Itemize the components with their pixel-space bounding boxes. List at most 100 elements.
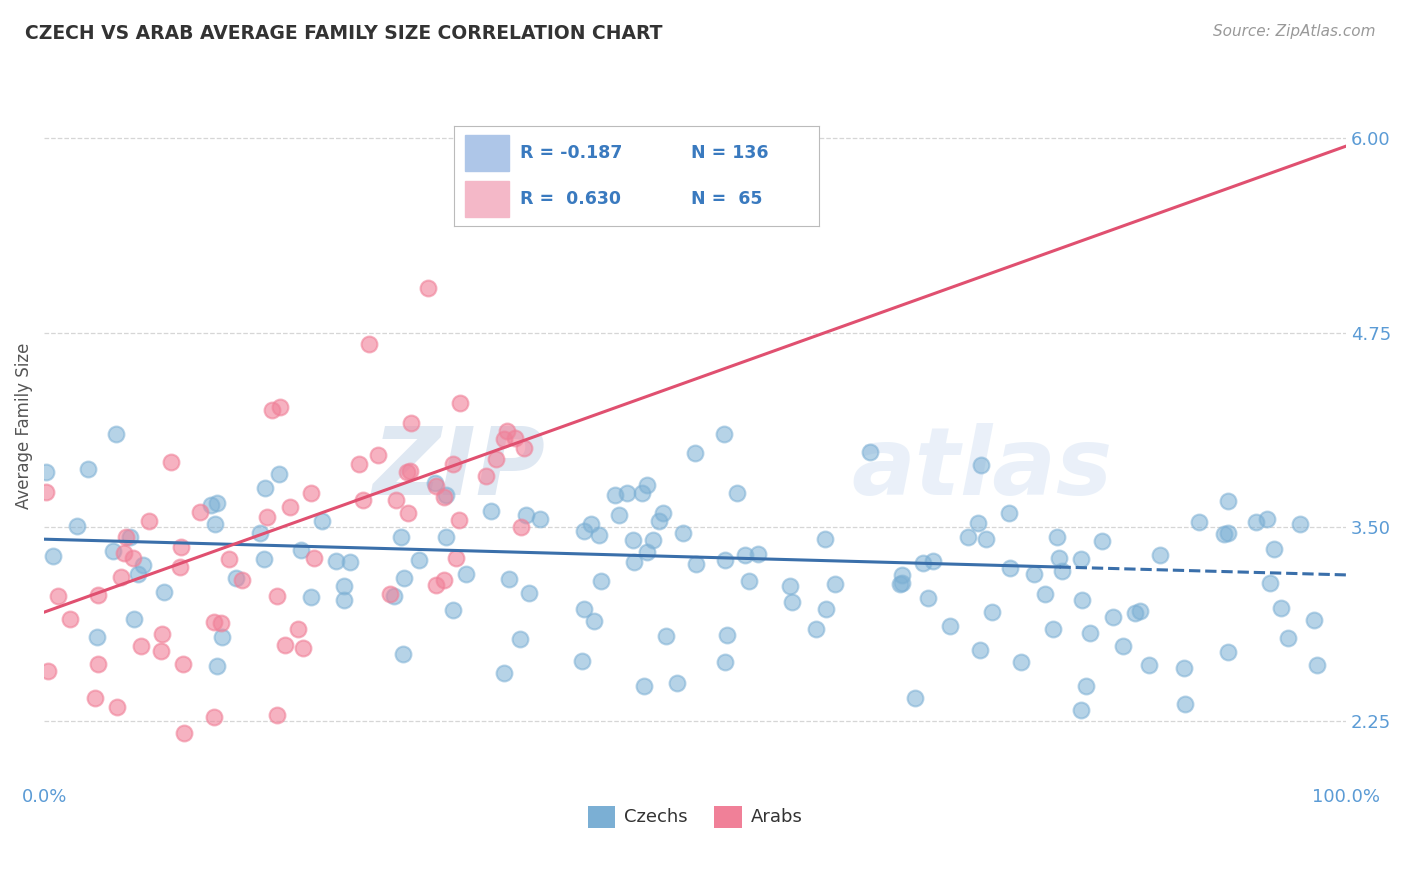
Point	[1080, 625, 1102, 640]
Point	[1306, 658, 1329, 673]
Point	[607, 508, 630, 523]
Point	[1024, 567, 1046, 582]
Point	[738, 574, 761, 588]
Point	[408, 553, 430, 567]
Point	[211, 630, 233, 644]
Point	[389, 530, 412, 544]
Point	[153, 584, 176, 599]
Point	[52, 797, 75, 812]
Point	[416, 281, 439, 295]
Point	[447, 513, 470, 527]
Point	[65, 518, 87, 533]
Point	[35, 485, 58, 500]
Point	[333, 593, 356, 607]
Point	[456, 566, 478, 581]
Point	[173, 725, 195, 739]
Point	[1123, 606, 1146, 620]
Point	[814, 602, 837, 616]
Point	[1218, 526, 1240, 541]
Point	[1070, 593, 1092, 607]
Point	[218, 551, 240, 566]
Point	[59, 611, 82, 625]
Point	[333, 579, 356, 593]
Point	[449, 396, 471, 410]
Point	[84, 691, 107, 706]
Point	[492, 433, 515, 447]
Point	[367, 448, 389, 462]
Point	[889, 577, 911, 591]
Point	[352, 493, 374, 508]
Point	[399, 464, 422, 478]
Point	[169, 560, 191, 574]
Point	[1174, 697, 1197, 711]
Point	[1033, 587, 1056, 601]
Point	[1137, 658, 1160, 673]
Point	[249, 525, 271, 540]
Point	[1076, 679, 1098, 693]
Point	[891, 568, 914, 582]
Point	[859, 444, 882, 458]
Point	[204, 516, 226, 531]
Point	[112, 546, 135, 560]
Point	[665, 676, 688, 690]
Point	[86, 657, 108, 671]
Point	[304, 550, 326, 565]
Point	[1216, 494, 1239, 508]
Point	[190, 505, 212, 519]
Point	[804, 623, 827, 637]
Point	[37, 664, 59, 678]
Point	[1052, 565, 1074, 579]
Point	[714, 655, 737, 669]
Point	[205, 496, 228, 510]
Point	[1010, 655, 1032, 669]
Point	[509, 632, 531, 646]
Point	[200, 498, 222, 512]
Point	[574, 524, 596, 538]
Point	[441, 602, 464, 616]
Point	[129, 639, 152, 653]
Point	[623, 555, 645, 569]
Point	[513, 442, 536, 456]
Point	[495, 425, 517, 439]
Point	[118, 530, 141, 544]
Point	[574, 602, 596, 616]
Point	[648, 514, 671, 528]
Point	[299, 485, 322, 500]
Point	[378, 587, 401, 601]
Point	[782, 594, 804, 608]
Point	[824, 577, 846, 591]
Point	[105, 426, 128, 441]
Point	[998, 506, 1021, 520]
Point	[311, 514, 333, 528]
Point	[349, 457, 371, 471]
Point	[202, 615, 225, 630]
Text: ZIP: ZIP	[373, 423, 546, 515]
Point	[890, 576, 912, 591]
Point	[911, 557, 934, 571]
Point	[683, 446, 706, 460]
Point	[1042, 622, 1064, 636]
Point	[110, 570, 132, 584]
Point	[917, 591, 939, 605]
Point	[444, 551, 467, 566]
Point	[87, 588, 110, 602]
Point	[517, 586, 540, 600]
Point	[579, 516, 602, 531]
Point	[582, 614, 605, 628]
Point	[396, 506, 419, 520]
Point	[325, 554, 347, 568]
Point	[529, 512, 551, 526]
Point	[672, 525, 695, 540]
Point	[966, 516, 988, 530]
Point	[267, 467, 290, 481]
Point	[207, 659, 229, 673]
Point	[433, 490, 456, 504]
Text: atlas: atlas	[851, 423, 1112, 515]
Point	[515, 508, 537, 522]
Point	[122, 612, 145, 626]
Point	[260, 403, 283, 417]
Point	[1047, 551, 1070, 566]
Point	[636, 478, 658, 492]
Point	[1173, 661, 1195, 675]
Point	[485, 452, 508, 467]
